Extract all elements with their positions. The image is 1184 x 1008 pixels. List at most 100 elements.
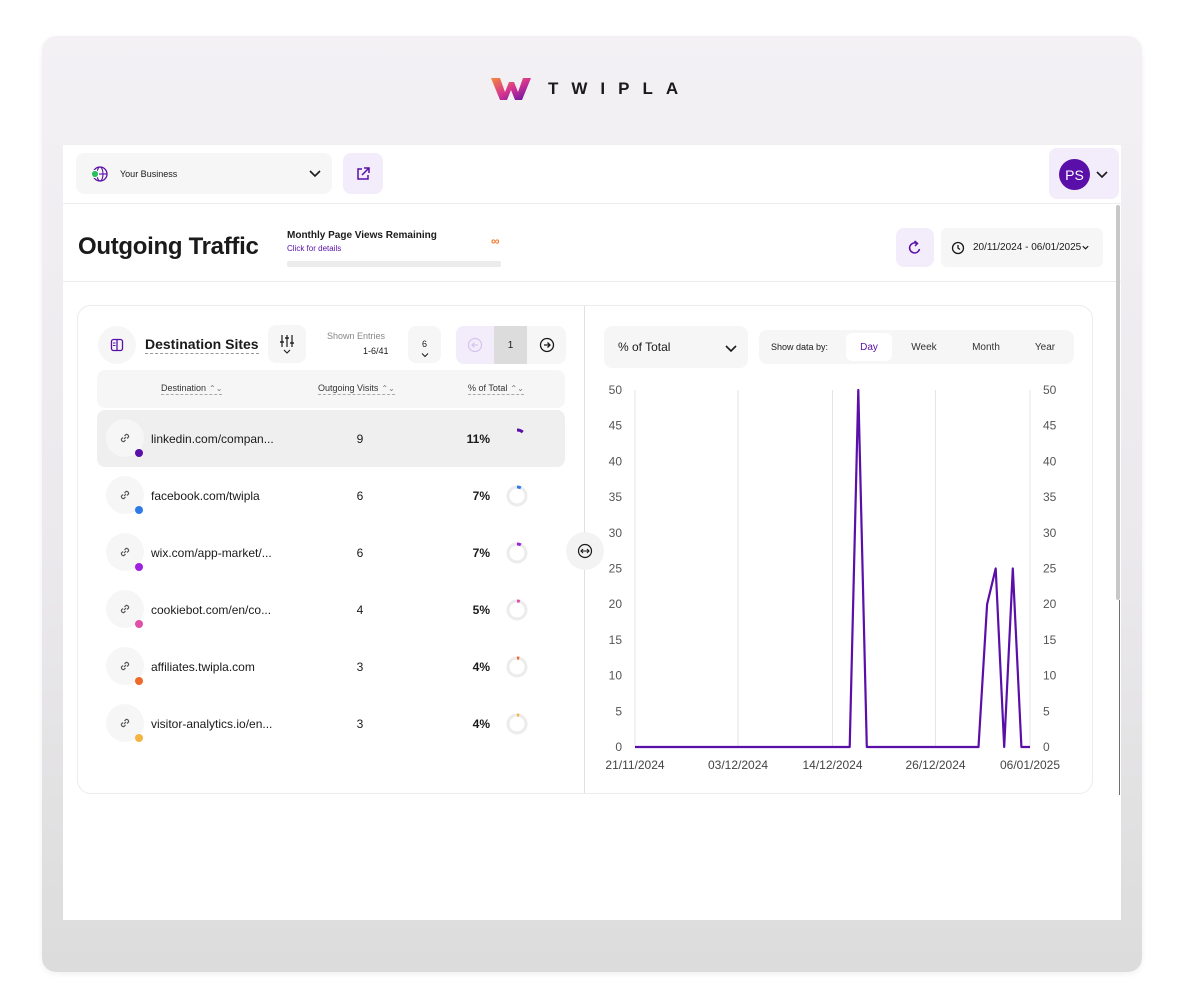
y-tick-label-right: 0 [1043,740,1050,754]
donut-arc [506,599,528,621]
sidebar-icon [110,338,124,352]
page-title: Outgoing Traffic [78,233,259,260]
percent-donut [506,713,528,735]
series-color-dot [135,563,143,571]
granularity-toggle: Show data by: Day Week Month Year [759,330,1074,364]
percent-donut [506,656,528,678]
date-range-picker[interactable]: 20/11/2024 - 06/01/2025 [941,228,1103,267]
y-tick-label-right: 45 [1043,419,1057,433]
percent-donut [506,428,528,450]
arrow-left-icon [467,337,483,353]
account-menu[interactable]: PS [1049,148,1119,199]
visits-cell: 9 [356,432,364,446]
chevron-down-icon [1082,245,1089,250]
chevron-down-icon [309,170,321,178]
refresh-icon [908,239,921,254]
percent-cell: 5% [472,603,490,617]
table-header: Destination ⌃⌄ Outgoing Visits ⌃⌄ % of Tot… [97,370,565,408]
y-tick-label: 0 [615,740,622,754]
table-row[interactable]: affiliates.twipla.com 3 4% [97,638,565,695]
granularity-day[interactable]: Day [846,333,892,361]
table-row[interactable]: linkedin.com/compan... 9 11% [97,410,565,467]
percent-cell: 11% [466,432,490,446]
series-color-dot [135,449,143,457]
table-row[interactable]: cookiebot.com/en/co... 4 5% [97,581,565,638]
sort-icon: ⌃⌄ [510,384,524,393]
y-tick-label-right: 35 [1043,490,1057,504]
donut-track [506,542,528,564]
column-percent-of-total[interactable]: % of Total ⌃⌄ [468,383,524,395]
destination-cell[interactable]: visitor-analytics.io/en... [151,717,273,731]
app-window: Your Business PS Outgoing Traffic Monthl… [63,145,1121,920]
y-tick-label: 15 [609,633,623,647]
business-name: Your Business [120,168,178,179]
metric-select[interactable]: % of Total [604,326,748,368]
series-color-dot [135,620,143,628]
y-tick-label: 30 [609,526,623,540]
series-color-dot [135,734,143,742]
column-destination[interactable]: Destination ⌃⌄ [161,383,223,395]
resize-horizontal-icon [577,543,593,559]
destination-cell[interactable]: cookiebot.com/en/co... [151,603,272,617]
donut-arc [506,485,528,507]
destination-cell[interactable]: linkedin.com/compan... [151,432,274,446]
donut-track [506,656,528,678]
shown-entries-value: 1-6/41 [363,346,389,356]
y-tick-label-right: 15 [1043,633,1057,647]
series-color-dot [135,677,143,685]
granularity-year[interactable]: Year [1034,341,1056,353]
business-selector[interactable]: Your Business [76,153,332,194]
metric-select-value: % of Total [618,340,671,354]
donut-track [508,430,526,448]
y-tick-label-right: 10 [1043,669,1057,683]
granularity-month[interactable]: Month [972,341,1000,353]
destination-cell[interactable]: wix.com/app-market/... [151,546,272,560]
percent-cell: 4% [472,717,490,731]
destination-cell[interactable]: facebook.com/twipla [151,489,260,503]
y-tick-label-right: 20 [1043,597,1057,611]
granularity-week[interactable]: Week [911,341,937,353]
y-tick-label-right: 30 [1043,526,1057,540]
percent-donut [506,542,528,564]
previous-page-button[interactable] [456,326,494,364]
next-page-button[interactable] [527,326,566,364]
donut-arc [506,428,528,450]
current-page[interactable]: 1 [494,326,527,364]
column-outgoing-visits[interactable]: Outgoing Visits ⌃⌄ [318,383,395,395]
table-row[interactable]: wix.com/app-market/... 6 7% [97,524,565,581]
resize-handle[interactable] [566,532,604,570]
y-tick-label: 40 [609,454,623,468]
external-link-icon [357,166,370,180]
filter-button[interactable] [268,325,306,363]
x-tick-label: 26/12/2024 [906,758,966,772]
chevron-down-icon [421,353,429,358]
entries-per-page-value: 6 [421,339,427,349]
table-row[interactable]: visitor-analytics.io/en... 3 4% [97,695,565,752]
donut-arc [506,656,528,678]
visits-cell: 6 [356,489,364,503]
collapse-panel-button[interactable] [98,326,136,364]
y-tick-label-right: 25 [1043,562,1057,576]
destination-cell[interactable]: affiliates.twipla.com [151,660,255,674]
pageviews-details-link[interactable]: Click for details [287,244,342,253]
x-tick-label: 03/12/2024 [708,758,768,772]
chevron-down-icon [725,345,737,353]
donut-arc [506,542,528,564]
scrollbar-thumb[interactable] [1116,205,1120,600]
y-tick-label: 50 [609,383,623,397]
visits-cell: 3 [356,660,364,674]
twipla-logo-icon [491,78,531,100]
percent-donut [506,599,528,621]
y-tick-label-right: 40 [1043,454,1057,468]
visits-cell: 4 [356,603,364,617]
entries-per-page-select[interactable]: 6 [408,326,441,363]
pageviews-value: ∞ [491,234,500,248]
top-bar: Your Business PS [63,145,1121,204]
x-tick-label: 14/12/2024 [802,758,862,772]
open-site-button[interactable] [343,153,383,194]
refresh-button[interactable] [896,228,934,267]
donut-track [506,485,528,507]
pageviews-title: Monthly Page Views Remaining [287,230,437,241]
table-row[interactable]: facebook.com/twipla 6 7% [97,467,565,524]
page-header: Outgoing Traffic Monthly Page Views Rema… [63,205,1121,282]
